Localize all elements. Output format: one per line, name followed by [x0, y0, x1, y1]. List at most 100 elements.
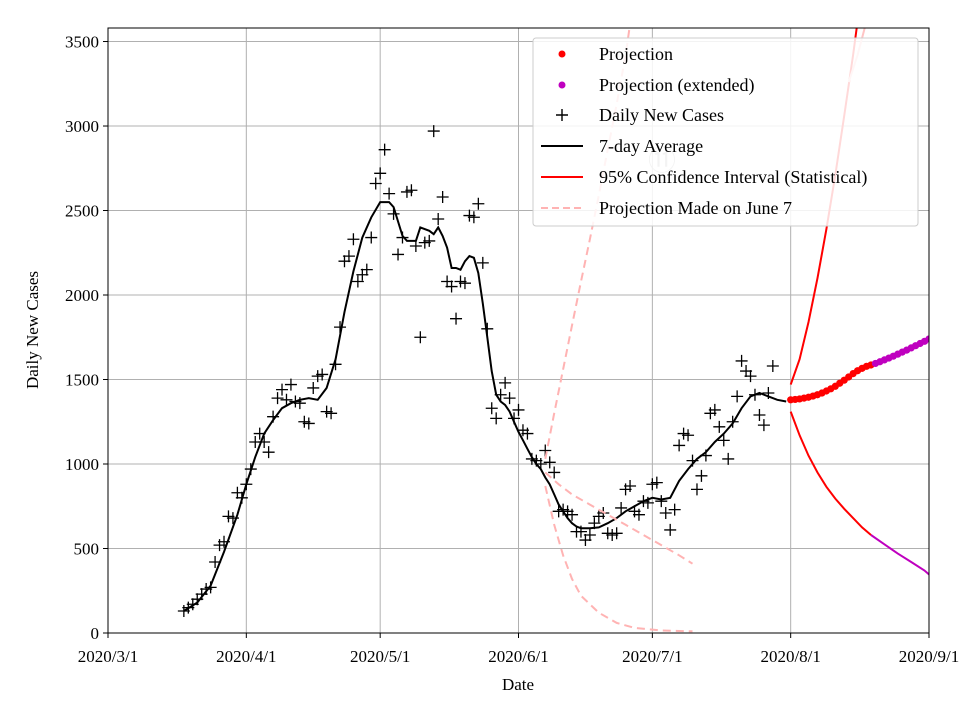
- daily-case-marker: [467, 211, 480, 224]
- daily-case-marker: [583, 528, 596, 541]
- daily-case-marker: [316, 368, 329, 381]
- daily-case-marker: [713, 420, 726, 433]
- legend: Projection Projection (extended) Daily N…: [532, 37, 919, 227]
- y-tick-label: 1500: [65, 371, 99, 390]
- projection-extended-dot: [925, 335, 929, 343]
- legend-item-confidence-interval: 95% Confidence Interval (Statistical): [541, 167, 867, 188]
- legend-label-7-day-average: 7-day Average: [599, 136, 703, 156]
- daily-case-marker: [753, 408, 766, 421]
- 7-day-average-line: [183, 201, 787, 612]
- plot-area: [177, 28, 941, 633]
- daily-case-marker: [548, 466, 561, 479]
- daily-case-marker: [690, 483, 703, 496]
- y-tick-label: 2500: [65, 202, 99, 221]
- x-tick-label: 2020/5/1: [350, 647, 410, 666]
- x-tick-label: 2020/8/1: [760, 647, 820, 666]
- daily-case-marker: [378, 143, 391, 156]
- daily-case-marker: [503, 392, 516, 405]
- x-axis: 2020/3/1 2020/4/1 2020/5/1 2020/6/1 2020/7/1…: [78, 633, 959, 666]
- daily-case-marker: [307, 381, 320, 394]
- daily-case-marker: [436, 190, 449, 203]
- daily-case-marker: [615, 501, 628, 514]
- daily-case-marker: [632, 508, 645, 521]
- june7-projection-line: [544, 471, 694, 565]
- daily-case-marker: [302, 417, 315, 430]
- x-tick-label: 2020/7/1: [622, 647, 682, 666]
- daily-case-marker: [445, 280, 458, 293]
- daily-case-marker: [365, 231, 378, 244]
- daily-case-marker: [280, 393, 293, 406]
- daily-case-marker: [735, 354, 748, 367]
- daily-case-marker: [342, 250, 355, 263]
- daily-case-marker: [347, 233, 360, 246]
- daily-case-marker: [610, 527, 623, 540]
- legend-label-confidence-interval: 95% Confidence Interval (Statistical): [599, 167, 867, 188]
- legend-item-7-day-average: 7-day Average: [541, 136, 703, 156]
- x-tick-label: 2020/3/1: [78, 647, 138, 666]
- daily-case-marker: [284, 378, 297, 391]
- x-tick-label: 2020/9/1: [899, 647, 959, 666]
- projection-extended-dot: [934, 331, 941, 338]
- daily-case-marker: [499, 376, 512, 389]
- y-tick-label: 2000: [65, 286, 99, 305]
- daily-case-marker: [655, 495, 668, 508]
- daily-case-marker: [682, 429, 695, 442]
- daily-case-marker: [521, 427, 534, 440]
- daily-case-marker: [624, 479, 637, 492]
- daily-case-marker: [757, 419, 770, 432]
- daily-case-marker: [485, 402, 498, 415]
- daily-case-marker: [450, 312, 463, 325]
- confidence-interval-line: [789, 411, 872, 536]
- daily-case-marker: [490, 412, 503, 425]
- daily-case-marker: [271, 392, 284, 405]
- legend-item-projection-extended: Projection (extended): [558, 75, 754, 96]
- legend-marker-projection-extended: [558, 81, 566, 89]
- daily-case-marker: [383, 187, 396, 200]
- y-axis-label: Daily New Cases: [23, 271, 42, 389]
- legend-label-projection: Projection: [599, 44, 673, 64]
- daily-case-marker: [409, 240, 422, 253]
- daily-case-marker: [566, 508, 579, 521]
- daily-case-marker: [360, 263, 373, 276]
- y-tick-label: 500: [74, 540, 100, 559]
- legend-box: [532, 37, 919, 227]
- x-axis-label: Date: [502, 675, 534, 694]
- daily-case-marker: [668, 503, 681, 516]
- daily-case-marker: [512, 403, 525, 416]
- daily-case-marker: [374, 167, 387, 180]
- daily-case-marker: [650, 476, 663, 489]
- legend-label-daily-new-cases: Daily New Cases: [599, 105, 724, 125]
- legend-label-projection-extended: Projection (extended): [599, 75, 754, 96]
- daily-case-marker: [744, 370, 757, 383]
- y-tick-label: 3500: [65, 33, 99, 52]
- legend-item-projection: Projection: [558, 44, 673, 64]
- y-tick-label: 3000: [65, 117, 99, 136]
- y-tick-label: 1000: [65, 455, 99, 474]
- daily-case-marker: [476, 256, 489, 269]
- daily-case-marker: [472, 197, 485, 210]
- june7-projection-line: [544, 485, 693, 633]
- daily-case-marker: [659, 507, 672, 520]
- daily-case-marker: [405, 184, 418, 197]
- daily-case-marker: [414, 331, 427, 344]
- daily-case-marker: [664, 523, 677, 536]
- daily-case-marker: [427, 125, 440, 138]
- y-tick-label: 0: [91, 624, 100, 643]
- daily-case-marker: [423, 234, 436, 247]
- daily-case-marker: [543, 456, 556, 469]
- daily-case-marker: [262, 446, 275, 459]
- legend-label-june7-projection: Projection Made on June 7: [599, 198, 792, 218]
- daily-case-marker: [673, 439, 686, 452]
- daily-case-marker: [717, 434, 730, 447]
- daily-case-marker: [695, 469, 708, 482]
- daily-case-marker: [458, 277, 471, 290]
- daily-case-marker: [708, 403, 721, 416]
- daily-case-marker: [369, 177, 382, 190]
- daily-case-marker: [731, 390, 744, 403]
- legend-item-daily-new-cases: Daily New Cases: [556, 105, 724, 125]
- daily-case-marker: [722, 452, 735, 465]
- confidence-interval-line: [870, 534, 929, 576]
- daily-case-marker: [351, 275, 364, 288]
- legend-marker-daily-new-cases: [556, 109, 568, 121]
